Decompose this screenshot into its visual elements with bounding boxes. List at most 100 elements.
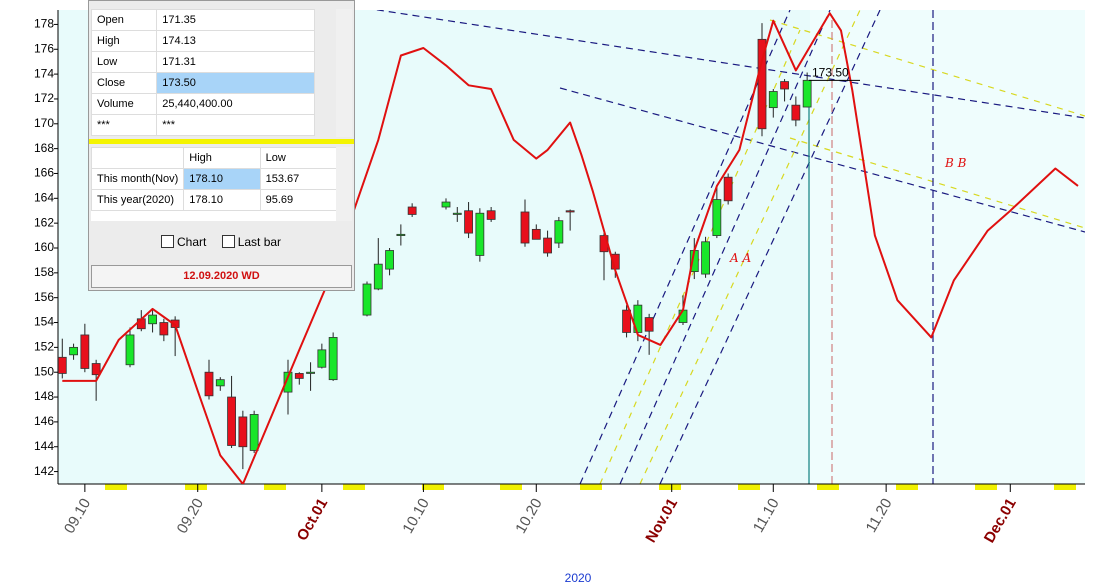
x-tick-label: 11.20 [863, 496, 896, 536]
candle-body [520, 211, 530, 244]
quote-table: Open 171.35 High 174.13 Low 171.31 Close 173.50… [90, 9, 315, 136]
candle-body [204, 371, 214, 397]
candle-body [396, 233, 406, 236]
weekend-marker [264, 484, 286, 490]
weekend-marker [896, 484, 918, 490]
quote-row: *** *** [90, 114, 315, 136]
weekend-marker [659, 484, 681, 490]
weekend-marker [422, 484, 444, 490]
candle-body [159, 322, 169, 336]
checkbox[interactable]: Chart [161, 235, 206, 249]
candle-body [91, 363, 101, 376]
separator [89, 139, 354, 144]
weekend-marker [580, 484, 602, 490]
x-tick-label: Dec.01 [981, 495, 1020, 545]
x-tick-label: Oct.01 [294, 496, 332, 544]
x-tick-label: 09.10 [61, 496, 94, 537]
weekend-marker [975, 484, 997, 490]
candle-body [701, 241, 710, 275]
checkboxes: Chart Last bar [161, 235, 281, 249]
candle-body [543, 237, 552, 254]
candle-body [69, 346, 78, 356]
candle-body [306, 371, 315, 374]
checkbox[interactable]: Last bar [221, 235, 281, 249]
weekend-marker [738, 484, 760, 490]
date-box: 12.09.2020 WD [91, 265, 352, 288]
quote-row: Low 171.31 [90, 51, 315, 73]
y-tick-label: 150 [34, 364, 54, 378]
quote-value: *** [156, 114, 315, 136]
candle-body [58, 356, 67, 374]
candle-body [385, 250, 394, 270]
weekend-marker [185, 484, 207, 490]
quote-field: High [90, 30, 158, 52]
y-tick-label: 158 [34, 265, 54, 279]
candle-body [757, 38, 767, 130]
trend-line [789, 137, 1085, 229]
candle-body [215, 379, 225, 387]
x-tick-label: Nov.01 [642, 496, 681, 546]
period-value: 153.67 [259, 168, 338, 190]
quote-row: Volume 25,440,400.00 [90, 93, 315, 115]
quote-row: High 174.13 [90, 30, 315, 52]
quote-field: Open [90, 9, 158, 31]
scrollbar[interactable] [336, 147, 352, 221]
quote-value: 174.13 [156, 30, 315, 52]
quote-field: *** [90, 114, 158, 136]
quote-field: Close [90, 72, 158, 94]
x-tick-label: 09.20 [174, 496, 207, 537]
marks [58, 12, 1079, 484]
quote-table-wrap: Open 171.35 High 174.13 Low 171.31 Close 173.50… [90, 9, 315, 136]
weekend-marker [1054, 484, 1076, 490]
candle-body [768, 91, 778, 109]
period-header-cell: High [183, 147, 261, 169]
candle-body [723, 176, 733, 202]
candle-body [622, 309, 631, 333]
trend-line [599, 29, 801, 484]
y-tick-label: 146 [34, 414, 54, 428]
y-tick-label: 164 [34, 190, 54, 204]
candle-body [452, 212, 462, 215]
x-axis-label: 2020 [565, 571, 592, 585]
period-corner [90, 147, 185, 169]
candle-body [475, 212, 485, 256]
quote-value: 173.50 [156, 72, 315, 94]
candle-body [464, 210, 473, 234]
candle-body [283, 371, 293, 393]
candle-body [441, 201, 451, 208]
trend-line [559, 87, 1085, 233]
y-tick-label: 144 [34, 439, 54, 453]
y-tick-label: 168 [34, 141, 54, 155]
y-tick-label: 160 [34, 240, 54, 254]
annotation: A A [729, 251, 751, 265]
candle-body [249, 414, 259, 451]
candle-body [712, 199, 722, 236]
candle-body [780, 81, 789, 90]
candle-body [148, 314, 157, 325]
y-tick-label: 142 [34, 464, 54, 478]
x-tick-label: 11.10 [750, 496, 783, 536]
weekend-markers [105, 484, 1076, 490]
candle-body [486, 210, 496, 220]
info-panel: Open 171.35 High 174.13 Low 171.31 Close 173.50… [88, 0, 355, 291]
quote-value: 171.31 [156, 51, 315, 73]
period-value: 95.69 [259, 189, 338, 211]
x-tick-label: 10.10 [399, 496, 432, 537]
period-label: This year(2020) [90, 189, 185, 211]
y-tick-label: 154 [34, 315, 54, 329]
weekend-marker [817, 484, 839, 490]
quote-value: 25,440,400.00 [156, 93, 315, 115]
trend-line [639, 10, 861, 484]
quote-field: Volume [90, 93, 158, 115]
price-marker-label: 173.50 [812, 65, 849, 79]
annotation: B B [944, 156, 967, 170]
candle-body [317, 349, 327, 368]
candle-body [125, 334, 135, 366]
scrollbar[interactable] [336, 9, 352, 137]
y-tick-label: 156 [34, 290, 54, 304]
trend-line [659, 10, 881, 484]
candle-body [565, 210, 575, 213]
quote-field: Low [90, 51, 158, 73]
candle-body [644, 317, 654, 332]
